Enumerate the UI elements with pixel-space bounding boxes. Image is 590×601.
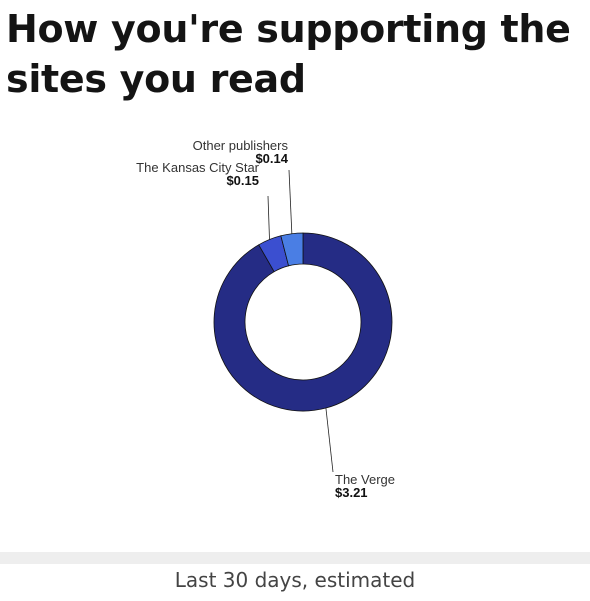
slice-the-verge	[213, 232, 393, 412]
slice-label-the-verge: The Verge	[335, 472, 395, 487]
slice-label-other-publishers: Other publishers	[193, 138, 289, 153]
divider	[0, 552, 590, 564]
slice-label-the-kansas-city-star: The Kansas City Star	[136, 160, 259, 175]
slice-value-other-publishers: $0.14	[255, 151, 288, 166]
footer-caption: Last 30 days, estimated	[174, 568, 416, 592]
slice-value-the-kansas-city-star: $0.15	[226, 173, 259, 188]
leader-line-the-verge	[325, 407, 334, 473]
slice-value-the-verge: $3.21	[335, 485, 368, 500]
leader-lines	[267, 169, 334, 473]
slice-labels: The Verge$3.21 The Kansas City Star$0.15 O…	[136, 138, 395, 500]
leader-line-other-publishers	[288, 169, 293, 234]
leader-line-the-kansas-city-star	[267, 195, 270, 240]
donut-chart: The Verge$3.21 The Kansas City Star$0.15 O…	[136, 138, 395, 500]
page-title: How you're supporting the sites you read	[6, 7, 571, 101]
slice-other-publishers	[280, 232, 304, 267]
donut-slices	[213, 232, 393, 412]
